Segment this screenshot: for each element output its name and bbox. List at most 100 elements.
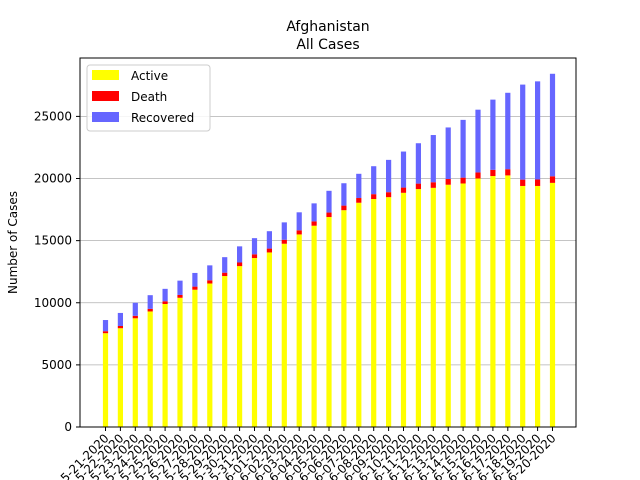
- bar-recovered-8: [222, 257, 228, 273]
- chart-title: Afghanistan: [286, 19, 369, 35]
- bar-recovered-15: [326, 190, 332, 213]
- bar-death-14: [311, 221, 317, 226]
- bar-death-12: [281, 239, 287, 244]
- bar-recovered-13: [296, 212, 302, 231]
- bar-recovered-5: [177, 280, 183, 295]
- bar-death-28: [520, 179, 526, 186]
- bar-death-11: [266, 248, 272, 253]
- bar-active-11: [266, 252, 272, 427]
- bar-recovered-17: [356, 173, 362, 199]
- bar-recovered-23: [445, 127, 451, 180]
- bar-recovered-9: [237, 246, 243, 263]
- bar-recovered-11: [266, 231, 272, 249]
- bar-death-1: [117, 325, 123, 329]
- bar-recovered-28: [520, 84, 526, 180]
- bar-active-26: [490, 176, 496, 427]
- bar-recovered-22: [430, 135, 436, 183]
- legend-label-death: Death: [131, 90, 167, 104]
- plot-frame: [79, 57, 577, 428]
- bar-active-12: [281, 243, 287, 427]
- bar-recovered-1: [117, 312, 123, 326]
- y-tick-label: 10000: [34, 296, 72, 310]
- y-tick-label: 25000: [34, 109, 72, 123]
- bar-active-16: [341, 210, 347, 427]
- bar-active-29: [535, 185, 541, 427]
- bar-death-18: [371, 194, 377, 200]
- bar-recovered-7: [207, 265, 213, 281]
- bar-death-2: [132, 315, 138, 319]
- y-axis-label: Number of Cases: [6, 191, 20, 294]
- bar-recovered-24: [460, 119, 466, 178]
- bar-death-26: [490, 169, 496, 177]
- bar-death-8: [222, 272, 228, 277]
- bar-death-13: [296, 230, 302, 235]
- bar-recovered-0: [102, 320, 109, 332]
- bar-death-16: [341, 205, 347, 211]
- y-tick-label: 15000: [34, 234, 72, 248]
- bar-active-8: [222, 276, 228, 427]
- bar-active-25: [475, 178, 481, 427]
- bar-active-18: [371, 199, 377, 427]
- bar-death-21: [415, 183, 421, 190]
- bar-recovered-29: [535, 81, 541, 180]
- bar-death-23: [445, 179, 451, 185]
- bar-active-15: [326, 217, 332, 427]
- y-axis-ticks: 0 5000 10000 15000 20000 25000: [34, 109, 80, 434]
- bar-active-22: [430, 187, 436, 427]
- bar-death-25: [475, 172, 481, 179]
- bar-death-4: [162, 301, 168, 304]
- legend-swatch-recovered: [92, 112, 119, 122]
- y-tick-label: 0: [64, 420, 72, 434]
- bar-active-19: [386, 197, 392, 427]
- bar-active-10: [251, 258, 258, 427]
- bar-active-4: [162, 304, 168, 427]
- bar-active-30: [549, 182, 556, 427]
- bar-death-17: [356, 198, 362, 203]
- bar-death-22: [430, 182, 436, 188]
- bar-active-0: [102, 333, 109, 427]
- bar-recovered-20: [400, 151, 407, 188]
- bar-death-30: [549, 176, 556, 183]
- bar-recovered-6: [192, 272, 198, 287]
- bar-active-3: [147, 311, 153, 427]
- bar-death-24: [460, 177, 466, 184]
- bar-recovered-21: [415, 143, 421, 184]
- y-tick-label: 5000: [41, 358, 72, 372]
- bar-death-10: [251, 254, 258, 259]
- bar-death-0: [102, 331, 109, 334]
- bar-death-19: [386, 192, 392, 198]
- legend-label-recovered: Recovered: [131, 111, 194, 125]
- bar-active-5: [177, 297, 183, 427]
- bar-recovered-30: [549, 73, 556, 177]
- bar-stacks: [102, 73, 556, 427]
- bar-death-5: [177, 294, 183, 298]
- bar-recovered-12: [281, 222, 287, 240]
- bar-active-24: [460, 183, 466, 427]
- bar-death-6: [192, 286, 198, 290]
- bar-active-7: [207, 283, 213, 427]
- bar-active-23: [445, 184, 451, 427]
- bar-death-15: [326, 212, 332, 218]
- bar-active-21: [415, 189, 421, 427]
- legend-label-active: Active: [131, 69, 168, 83]
- bar-death-9: [237, 262, 243, 267]
- bar-death-20: [400, 187, 407, 193]
- bar-recovered-25: [475, 109, 481, 173]
- bar-recovered-26: [490, 99, 496, 170]
- bar-recovered-3: [147, 295, 153, 309]
- bar-death-27: [505, 169, 511, 176]
- bar-recovered-19: [386, 159, 392, 193]
- bar-recovered-2: [132, 302, 138, 316]
- chart-subtitle: All Cases: [296, 37, 359, 53]
- legend: Active Death Recovered: [86, 64, 211, 132]
- bar-recovered-10: [251, 238, 258, 255]
- legend-swatch-active: [92, 70, 119, 80]
- bar-recovered-4: [162, 288, 168, 302]
- bar-active-9: [237, 266, 243, 427]
- bar-active-27: [505, 175, 511, 427]
- bar-active-28: [520, 185, 526, 427]
- bar-active-13: [296, 234, 302, 427]
- legend-swatch-death: [92, 91, 119, 101]
- bar-death-7: [207, 280, 213, 284]
